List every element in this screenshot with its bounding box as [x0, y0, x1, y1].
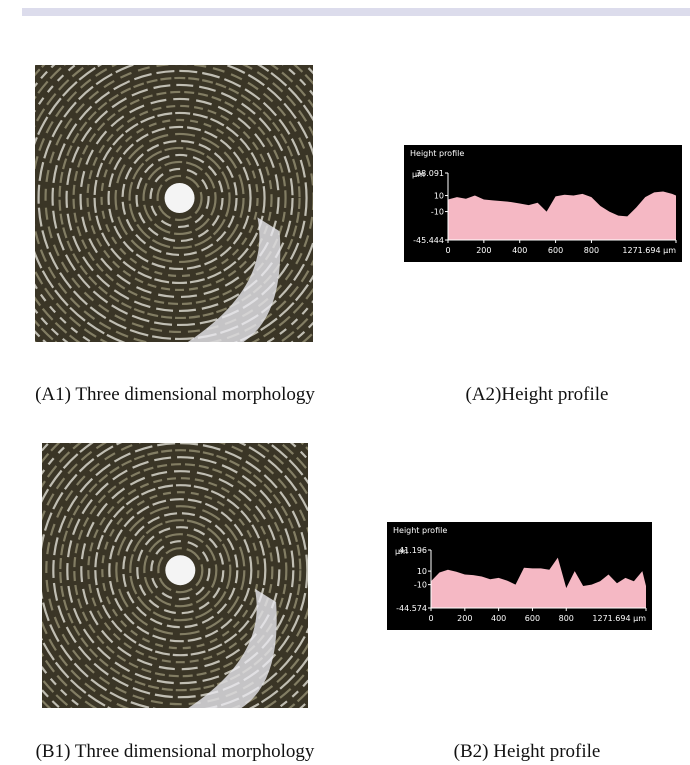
micrograph-ring: [80, 470, 281, 671]
micrograph-ring: [73, 463, 288, 678]
micrograph-center: [165, 555, 196, 586]
y-tick-label: -44.574: [396, 604, 427, 613]
micrograph-ring: [136, 526, 225, 615]
micrograph-ring: [65, 83, 294, 313]
micrograph-ring: [94, 484, 267, 657]
profile-area: [448, 191, 676, 240]
micrograph-ring: [129, 519, 232, 622]
x-tick-label: 1271.694 μm: [622, 246, 676, 255]
caption: (B1) Three dimensional morphology: [36, 741, 315, 762]
micrograph-ring: [37, 65, 313, 341]
x-tick-label: 0: [445, 246, 450, 255]
micrograph-ring: [122, 512, 239, 629]
micrograph-ring: [142, 160, 217, 236]
micrograph-ring: [58, 76, 301, 320]
micrograph-ring: [156, 174, 203, 222]
rings: [35, 65, 313, 342]
rings: [42, 443, 308, 708]
micrograph-center: [164, 182, 195, 213]
micrograph-patch: [188, 588, 277, 708]
micrograph-ring: [108, 498, 253, 643]
micrograph-ring: [52, 443, 308, 699]
micrograph-ring: [51, 69, 308, 327]
x-tick-label: 0: [428, 614, 433, 623]
chart-title: Height profile: [410, 149, 464, 158]
y-tick-label: 10: [417, 567, 427, 576]
x-tick-label: 1271.694 μm: [592, 614, 646, 623]
y-tick-label: 41.196: [399, 546, 427, 555]
y-tick-label: 10: [434, 192, 444, 201]
micrograph-ring: [114, 132, 245, 264]
profile-area: [431, 557, 646, 608]
micrograph-ring: [72, 90, 287, 306]
y-unit: μm: [412, 170, 425, 179]
y-tick-label: -45.444: [413, 236, 444, 245]
chart-title: Height profile: [393, 526, 447, 535]
x-tick-label: 200: [457, 614, 472, 623]
micrograph-ring: [93, 111, 266, 285]
micrograph-ring: [44, 65, 313, 334]
micrograph-ring: [100, 118, 259, 278]
micrograph-ring: [143, 533, 218, 608]
x-tick-label: 600: [548, 246, 563, 255]
micrograph: [35, 65, 313, 342]
x-tick-label: 200: [476, 246, 491, 255]
micrograph-ring: [86, 104, 273, 292]
caption: (B2) Height profile: [454, 741, 601, 762]
micrograph: [42, 443, 308, 708]
micrograph-ring: [121, 139, 238, 257]
caption: (A1) Three dimensional morphology: [35, 384, 315, 405]
micrograph-ring: [101, 491, 260, 650]
micrograph-ring: [87, 477, 274, 664]
caption: (A2)Height profile: [466, 384, 609, 405]
micrograph-ring: [66, 456, 295, 685]
micrograph-ring: [150, 540, 211, 601]
micrograph-ring: [107, 125, 252, 271]
micrograph-ring: [45, 443, 308, 706]
micrograph-patch: [187, 217, 281, 342]
x-tick-label: 600: [525, 614, 540, 623]
y-tick-label: -10: [414, 581, 427, 590]
y-tick-label: 38.091: [416, 169, 444, 178]
micrograph-ring: [59, 449, 302, 692]
micrograph-ring: [135, 153, 224, 243]
x-tick-label: 400: [512, 246, 527, 255]
micrograph-ring: [149, 167, 210, 229]
top-bar: [22, 8, 690, 16]
micrograph-ring: [128, 146, 231, 250]
micrograph-ring: [79, 97, 280, 299]
x-tick-label: 800: [559, 614, 574, 623]
x-tick-label: 800: [584, 246, 599, 255]
x-tick-label: 400: [491, 614, 506, 623]
micrograph-ring: [157, 547, 204, 594]
y-tick-label: -10: [431, 208, 444, 217]
micrograph-ring: [115, 505, 246, 636]
y-unit: μm: [395, 547, 408, 556]
